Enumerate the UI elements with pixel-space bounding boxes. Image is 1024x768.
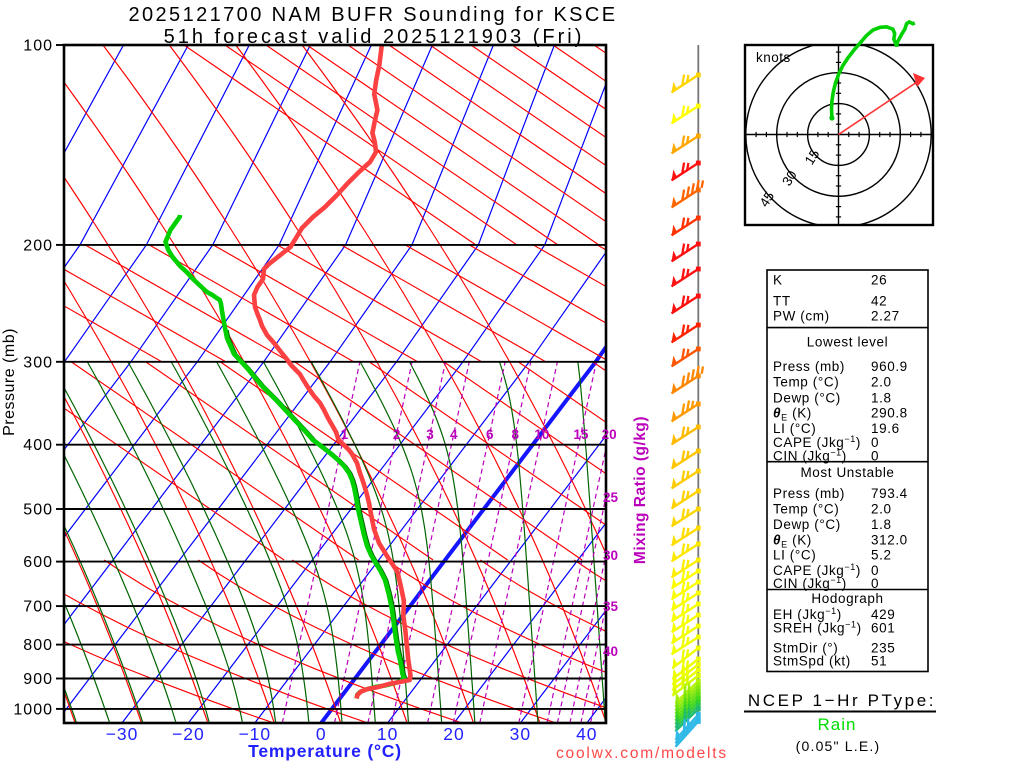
svg-text:1: 1 <box>341 427 349 442</box>
svg-text:100: 100 <box>23 38 53 55</box>
svg-text:NCEP 1−Hr PType:: NCEP 1−Hr PType: <box>748 691 936 710</box>
svg-text:TT: TT <box>773 294 791 309</box>
svg-text:Temperature (°C): Temperature (°C) <box>248 741 402 761</box>
svg-text:Pressure (mb): Pressure (mb) <box>1 328 18 436</box>
svg-text:40: 40 <box>603 644 618 659</box>
svg-text:4: 4 <box>450 427 458 442</box>
svg-text:θE (K): θE (K) <box>773 405 812 422</box>
svg-text:PW (cm): PW (cm) <box>773 309 830 324</box>
svg-text:StmDir (°): StmDir (°) <box>773 640 838 655</box>
svg-text:5.2: 5.2 <box>871 548 892 563</box>
svg-text:600: 600 <box>23 554 53 571</box>
svg-text:26: 26 <box>871 273 887 288</box>
svg-text:19.6: 19.6 <box>871 421 900 436</box>
svg-text:312.0: 312.0 <box>871 533 908 548</box>
svg-text:1.8: 1.8 <box>871 517 892 532</box>
svg-text:8: 8 <box>512 427 520 442</box>
svg-text:20: 20 <box>602 427 617 442</box>
svg-text:30: 30 <box>603 548 618 563</box>
svg-text:42: 42 <box>871 294 887 309</box>
svg-text:0: 0 <box>871 563 879 578</box>
svg-text:0: 0 <box>871 435 879 450</box>
svg-text:0: 0 <box>316 724 327 744</box>
svg-text:45: 45 <box>757 189 778 210</box>
svg-text:2.0: 2.0 <box>871 502 892 517</box>
svg-text:Most Unstable: Most Unstable <box>800 465 894 480</box>
svg-text:Rain: Rain <box>818 715 857 734</box>
svg-text:EH (Jkg−1): EH (Jkg−1) <box>773 606 842 622</box>
svg-text:300: 300 <box>23 354 53 371</box>
svg-text:30: 30 <box>779 168 800 189</box>
svg-text:Lowest level: Lowest level <box>807 335 889 350</box>
svg-text:Dewp (°C): Dewp (°C) <box>773 391 841 406</box>
svg-text:0: 0 <box>871 576 879 591</box>
svg-text:LI (°C): LI (°C) <box>773 548 816 563</box>
svg-text:25: 25 <box>603 490 619 505</box>
svg-text:Mixing Ratio (g/kg): Mixing Ratio (g/kg) <box>632 416 649 564</box>
svg-text:CAPE (Jkg−1): CAPE (Jkg−1) <box>773 434 861 450</box>
svg-text:1000: 1000 <box>13 701 53 718</box>
svg-text:Press (mb): Press (mb) <box>773 486 845 501</box>
svg-text:20: 20 <box>443 724 464 744</box>
svg-text:SREH (Jkg−1): SREH (Jkg−1) <box>773 619 862 635</box>
svg-text:K: K <box>773 273 783 288</box>
svg-text:960.9: 960.9 <box>871 359 908 374</box>
svg-text:35: 35 <box>603 599 619 614</box>
svg-text:400: 400 <box>23 437 53 454</box>
svg-text:2.27: 2.27 <box>871 309 900 324</box>
svg-text:429: 429 <box>871 607 895 622</box>
svg-text:−10: −10 <box>238 724 271 744</box>
svg-text:knots: knots <box>756 50 791 65</box>
svg-text:290.8: 290.8 <box>871 405 908 420</box>
svg-text:6: 6 <box>486 427 494 442</box>
svg-text:CIN (Jkg−1): CIN (Jkg−1) <box>773 575 847 591</box>
svg-text:601: 601 <box>871 620 895 635</box>
svg-text:800: 800 <box>23 637 53 654</box>
svg-text:200: 200 <box>23 237 53 254</box>
svg-text:15: 15 <box>573 427 589 442</box>
svg-text:1.8: 1.8 <box>871 391 892 406</box>
svg-text:2025121700 NAM BUFR Sounding f: 2025121700 NAM BUFR Sounding for KSCE <box>128 4 617 26</box>
svg-text:3: 3 <box>426 427 434 442</box>
svg-text:10: 10 <box>534 427 549 442</box>
svg-text:(0.05" L.E.): (0.05" L.E.) <box>796 738 881 754</box>
svg-text:0: 0 <box>871 448 879 463</box>
svg-text:Temp (°C): Temp (°C) <box>773 502 839 517</box>
svg-text:2.0: 2.0 <box>871 375 892 390</box>
svg-text:10: 10 <box>377 724 398 744</box>
svg-text:700: 700 <box>23 599 53 616</box>
svg-text:CAPE (Jkg−1): CAPE (Jkg−1) <box>773 562 861 578</box>
svg-text:793.4: 793.4 <box>871 486 908 501</box>
svg-text:30: 30 <box>510 724 531 744</box>
svg-text:40: 40 <box>576 724 597 744</box>
svg-text:Dewp (°C): Dewp (°C) <box>773 517 841 532</box>
svg-text:StmSpd (kt): StmSpd (kt) <box>773 654 851 669</box>
svg-text:900: 900 <box>23 671 53 688</box>
svg-text:−30: −30 <box>106 724 139 744</box>
svg-text:LI (°C): LI (°C) <box>773 421 816 436</box>
svg-text:15: 15 <box>802 147 823 168</box>
svg-text:coolwx.com/modelts: coolwx.com/modelts <box>556 745 728 762</box>
svg-text:CIN (Jkg−1): CIN (Jkg−1) <box>773 447 847 463</box>
svg-text:−20: −20 <box>172 724 205 744</box>
svg-text:235: 235 <box>871 640 895 655</box>
svg-text:Hodograph: Hodograph <box>811 591 883 606</box>
svg-text:500: 500 <box>23 502 53 519</box>
svg-text:2: 2 <box>393 427 401 442</box>
svg-text:51h forecast valid 2025121903: 51h forecast valid 2025121903 (Fri) <box>164 26 585 48</box>
svg-text:51: 51 <box>871 654 887 669</box>
svg-text:Temp (°C): Temp (°C) <box>773 375 839 390</box>
svg-text:Press (mb): Press (mb) <box>773 359 845 374</box>
